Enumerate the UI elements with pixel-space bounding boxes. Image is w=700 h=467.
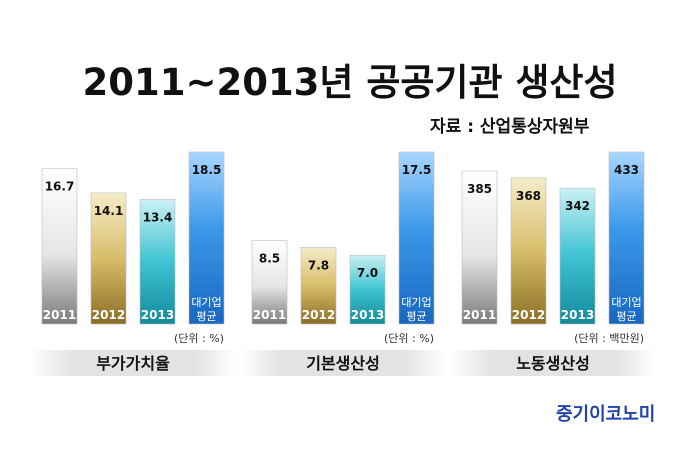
bar-value-label: 7.0	[357, 266, 378, 280]
bar-대기업-평균	[398, 151, 435, 325]
group-label-band	[240, 350, 446, 376]
bar-category-label: 평균	[616, 310, 636, 323]
bar-category-label: 대기업	[611, 296, 641, 309]
bar-category-label: 대기업	[401, 296, 431, 309]
bar-대기업-평균	[608, 151, 645, 325]
group-label-band	[450, 350, 656, 376]
bar-2013	[559, 187, 596, 325]
bar-value-label: 8.5	[259, 251, 280, 265]
bar-value-label: 14.1	[94, 204, 124, 218]
group-title: 부가가치율	[96, 354, 170, 373]
bar-value-label: 7.8	[308, 258, 329, 272]
source-note: 자료 : 산업통상자원부	[430, 117, 590, 137]
chart-title: 2011~2013년 공공기관 생산성	[82, 61, 618, 104]
bar-category-label: 평균	[196, 310, 216, 323]
bar-category-label: 대기업	[191, 296, 221, 309]
brand-logo-text: 중기이코노미	[556, 404, 656, 425]
bar-value-label: 368	[516, 189, 541, 203]
bar-2013	[349, 254, 386, 325]
bar-대기업-평균	[188, 151, 225, 325]
bar-category-label: 평균	[406, 310, 426, 323]
bar-category-label: 2012	[302, 308, 335, 322]
bar-2013	[139, 199, 176, 325]
bar-category-label: 2013	[351, 308, 384, 322]
bar-category-label: 2011	[463, 308, 496, 322]
bar-value-label: 16.7	[45, 180, 75, 194]
unit-note: (단위 : 백만원)	[574, 332, 644, 345]
bar-category-label: 2013	[561, 308, 594, 322]
bar-value-label: 433	[614, 163, 639, 177]
bar-category-label: 2012	[512, 308, 545, 322]
bar-value-label: 385	[467, 182, 492, 196]
bar-value-label: 18.5	[192, 163, 222, 177]
bar-2012	[300, 247, 337, 325]
group-title: 기본생산성	[306, 354, 380, 373]
bar-category-label: 2013	[141, 308, 174, 322]
group-title: 노동생산성	[516, 354, 590, 373]
unit-note: (단위 : %)	[174, 332, 224, 345]
group-label-band	[30, 350, 236, 376]
bar-2011	[41, 168, 78, 325]
bar-value-label: 17.5	[402, 163, 432, 177]
bar-2011	[461, 170, 498, 325]
bar-value-label: 342	[565, 199, 590, 213]
bar-category-label: 2011	[253, 308, 286, 322]
bar-2012	[510, 177, 547, 325]
bar-category-label: 2012	[92, 308, 125, 322]
bar-2012	[90, 192, 127, 325]
bar-category-label: 2011	[43, 308, 76, 322]
bar-value-label: 13.4	[143, 210, 173, 224]
unit-note: (단위 : %)	[384, 332, 434, 345]
bar-2011	[251, 240, 288, 325]
